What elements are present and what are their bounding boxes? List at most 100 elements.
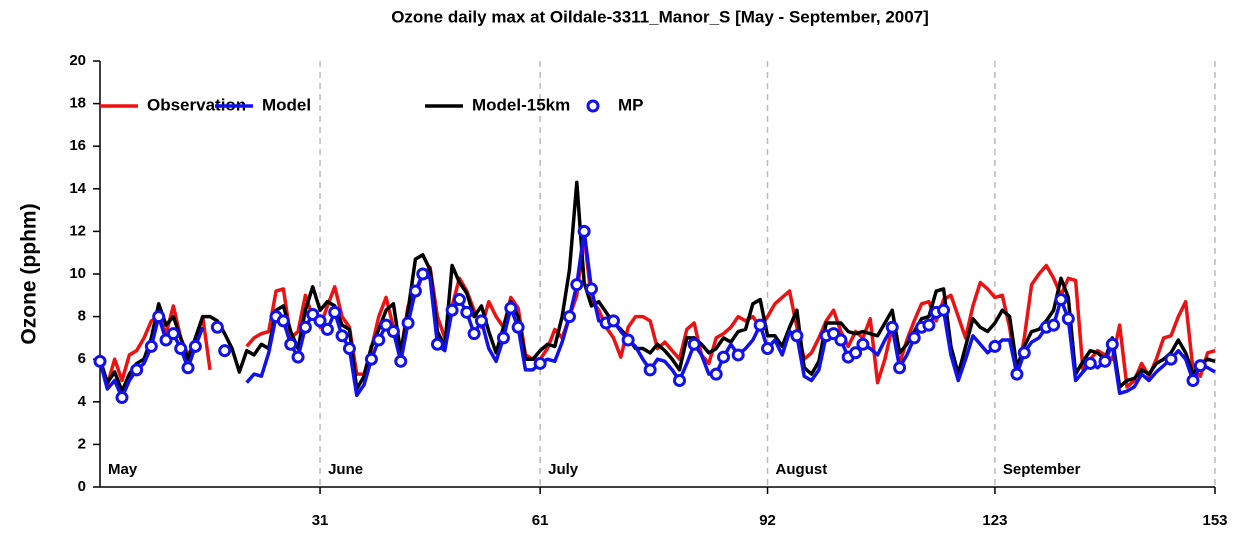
mp-point xyxy=(1061,312,1075,326)
mp-point xyxy=(584,282,598,296)
mp-point xyxy=(166,327,180,341)
x-tick-label: 92 xyxy=(759,512,776,529)
y-tick-label: 8 xyxy=(78,308,86,325)
mp-point xyxy=(643,363,657,377)
mp-point xyxy=(218,344,232,358)
mp-point xyxy=(364,352,378,366)
mp-point xyxy=(673,374,687,387)
mp-point xyxy=(1010,367,1024,381)
x-tick-label: 123 xyxy=(982,512,1007,529)
y-tick-label: 20 xyxy=(69,52,86,69)
legend-label: MP xyxy=(618,95,644,114)
mp-point xyxy=(93,354,107,368)
mp-point xyxy=(849,346,863,360)
mp-point xyxy=(621,333,635,347)
legend-label: Model-15km xyxy=(472,95,570,114)
y-tick-label: 6 xyxy=(78,350,86,367)
mp-point xyxy=(922,318,936,332)
y-tick-label: 4 xyxy=(78,393,87,410)
mp-point xyxy=(181,361,195,375)
mp-point xyxy=(328,305,342,319)
mp-point xyxy=(511,320,525,334)
mp-point xyxy=(284,337,298,351)
mp-point xyxy=(452,293,466,307)
mp-point xyxy=(533,356,547,370)
mp-point xyxy=(1164,352,1178,366)
series-line xyxy=(98,180,1216,393)
mp-point xyxy=(687,337,701,351)
mp-point xyxy=(496,331,510,345)
month-label: June xyxy=(328,461,363,478)
mp-point xyxy=(210,320,224,334)
mp-point xyxy=(188,339,202,353)
mp-point xyxy=(430,337,444,351)
mp-point xyxy=(115,391,129,405)
mp-point xyxy=(753,318,767,332)
mp-point xyxy=(1105,337,1119,351)
mp-point xyxy=(907,331,921,345)
y-tick-label: 10 xyxy=(69,265,86,282)
mp-point xyxy=(474,314,488,328)
mp-point xyxy=(570,278,584,292)
mp-point xyxy=(467,327,481,341)
mp-point xyxy=(320,322,334,336)
x-tick-label: 31 xyxy=(312,512,329,529)
mp-point xyxy=(577,224,591,238)
mp-point xyxy=(394,354,408,368)
y-tick-label: 0 xyxy=(78,478,86,495)
mp-point xyxy=(335,329,349,343)
mp-point xyxy=(313,314,327,328)
mp-point xyxy=(416,267,430,281)
chart-title: Ozone daily max at Oildale-3311_Manor_S … xyxy=(391,7,929,26)
mp-point xyxy=(885,320,899,334)
legend-label: Observation xyxy=(147,95,246,114)
x-tick-label: 61 xyxy=(532,512,549,529)
mp-point xyxy=(1193,359,1207,373)
mp-point xyxy=(152,310,166,324)
mp-point xyxy=(342,342,356,356)
mp-point xyxy=(893,361,907,375)
mp-point xyxy=(856,337,870,351)
mp-point xyxy=(276,314,290,328)
mp-point xyxy=(717,350,731,364)
y-tick-label: 18 xyxy=(69,95,86,112)
mp-point xyxy=(386,325,400,339)
mp-point xyxy=(834,333,848,347)
mp-point xyxy=(790,329,804,343)
mp-point xyxy=(606,314,620,328)
y-axis-label: Ozone (pphm) xyxy=(18,203,41,344)
mp-point xyxy=(144,339,158,353)
mp-point xyxy=(731,348,745,362)
mp-point xyxy=(562,310,576,324)
mp-point xyxy=(1047,318,1061,332)
mp-point xyxy=(1098,354,1112,368)
y-tick-label: 2 xyxy=(78,435,86,452)
mp-point xyxy=(401,316,415,330)
mp-point xyxy=(937,303,951,317)
mp-point xyxy=(504,301,518,315)
mp-point xyxy=(1017,346,1031,360)
month-label: May xyxy=(108,461,138,478)
mp-point xyxy=(298,320,312,334)
mp-point xyxy=(709,367,723,381)
mp-point xyxy=(988,339,1002,353)
mp-point xyxy=(372,333,386,347)
mp-point xyxy=(408,284,422,298)
month-label: August xyxy=(776,461,828,478)
month-label: September xyxy=(1003,461,1081,478)
y-tick-label: 16 xyxy=(69,137,86,154)
y-tick-label: 14 xyxy=(69,180,86,197)
mp-point xyxy=(761,342,775,356)
mp-point xyxy=(1083,356,1097,370)
y-tick-label: 12 xyxy=(69,222,86,239)
x-tick-label: 153 xyxy=(1202,512,1227,529)
month-label: July xyxy=(548,461,579,478)
mp-point xyxy=(460,305,474,319)
mp-point xyxy=(1186,374,1200,387)
mp-point xyxy=(445,303,459,317)
mp-point xyxy=(1054,293,1068,307)
mp-point xyxy=(130,363,144,377)
legend-label: Model xyxy=(262,95,311,114)
mp-point xyxy=(291,350,305,364)
